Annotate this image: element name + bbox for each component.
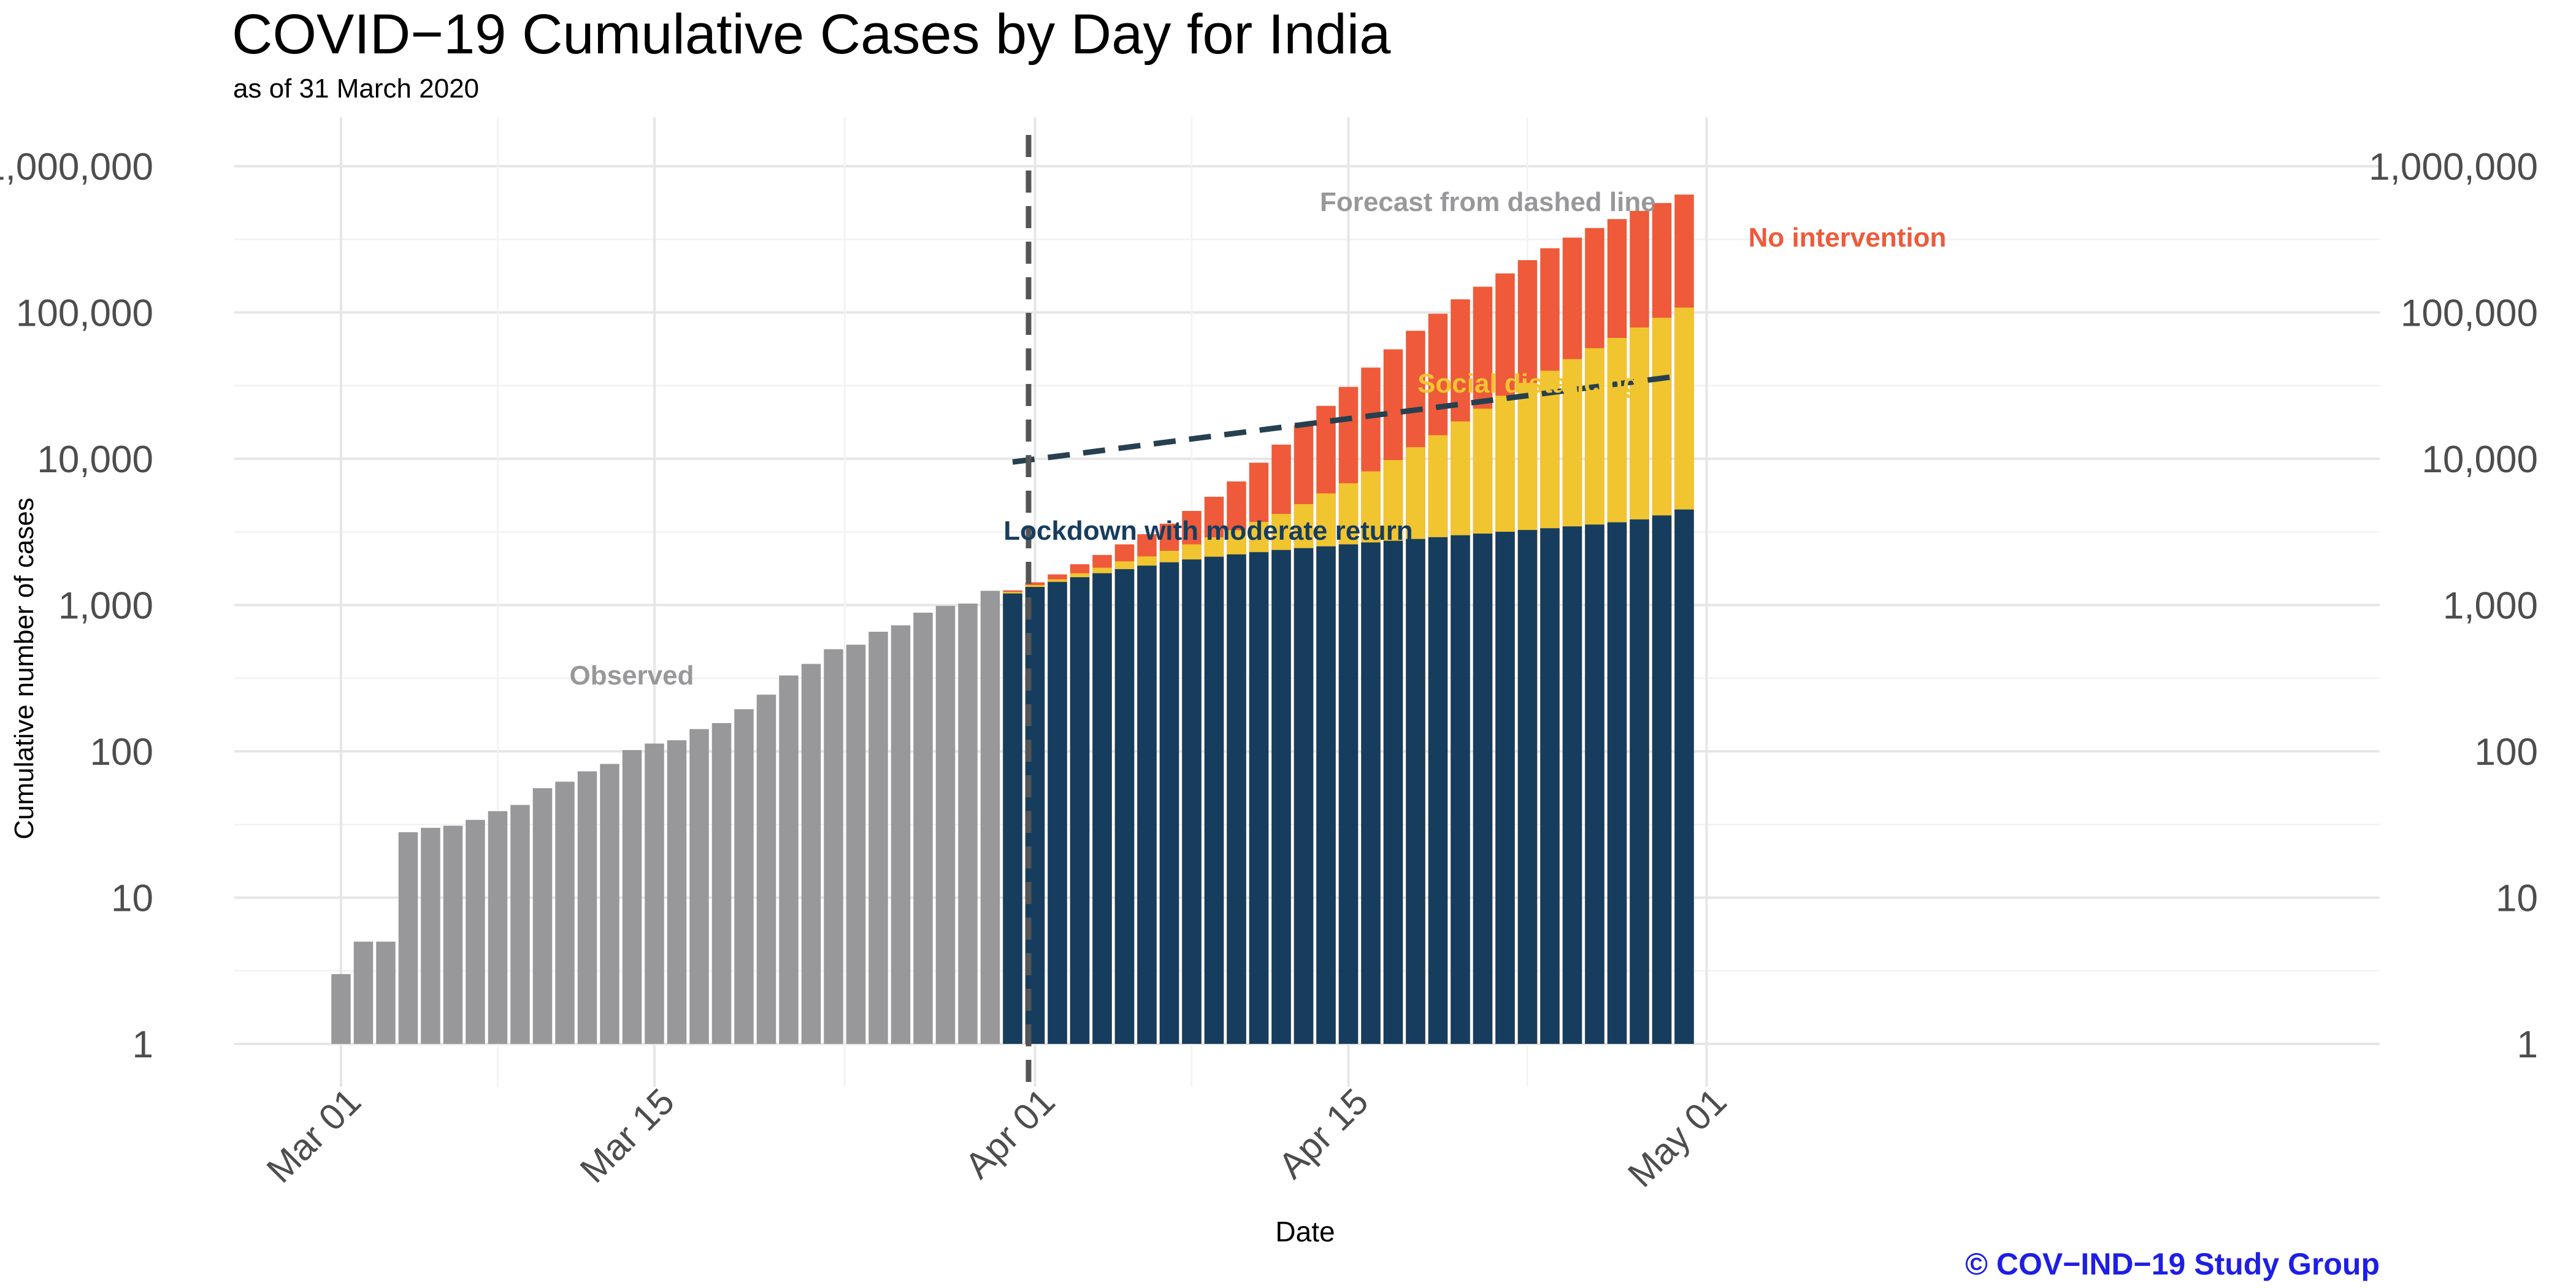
lockdown-bar (1003, 593, 1022, 1044)
lockdown-bar (1316, 546, 1336, 1044)
observed-bar (398, 832, 418, 1044)
y-tick-label: 1,000 (58, 585, 153, 627)
lockdown-bar (1361, 542, 1381, 1044)
annotation-social-distancing: Social distancing (1417, 369, 1639, 399)
observed-bar (980, 591, 1000, 1044)
lockdown-bar (1070, 577, 1090, 1044)
observed-bar (801, 664, 821, 1044)
lockdown-bar (1562, 526, 1582, 1044)
x-axis-title: Date (1275, 1216, 1335, 1248)
observed-bar (376, 941, 396, 1044)
lockdown-bar (1451, 535, 1470, 1044)
x-tick-label: Mar 01 (259, 1081, 369, 1190)
chart-subtitle: as of 31 March 2020 (233, 74, 480, 104)
annotation-forecast: Forecast from dashed line (1320, 187, 1656, 217)
observed-bar (645, 743, 664, 1044)
observed-bar (443, 826, 463, 1044)
x-tick-label: Mar 15 (572, 1081, 682, 1190)
observed-bar (353, 941, 374, 1044)
chart-title: COVID−19 Cumulative Cases by Day for Ind… (232, 3, 1391, 66)
lockdown-bar (1428, 537, 1448, 1044)
observed-bar (935, 605, 956, 1044)
annotation-no-intervention: No intervention (1749, 223, 1947, 253)
lockdown-bar (1159, 562, 1179, 1044)
observed-bar (331, 974, 351, 1044)
lockdown-bar (1137, 565, 1157, 1044)
y-tick-label: 10 (111, 878, 153, 920)
lockdown-bar (1182, 559, 1202, 1044)
lockdown-bar (1227, 554, 1246, 1044)
lockdown-bar (1092, 573, 1112, 1044)
y-tick-label: 1,000,000 (0, 146, 153, 188)
lockdown-bar (1495, 531, 1515, 1044)
lockdown-bar (1294, 548, 1314, 1044)
observed-bar (846, 645, 866, 1044)
y-tick-label-right: 1 (2517, 1024, 2538, 1066)
y-tick-label-right: 10,000 (2421, 439, 2538, 481)
lockdown-bar (1249, 552, 1269, 1044)
y-axis-title: Cumulative number of cases (9, 497, 39, 840)
observed-bar (421, 827, 440, 1044)
observed-bar (466, 819, 485, 1044)
observed-bar (667, 740, 687, 1044)
annotation-lockdown: Lockdown with moderate return (1003, 516, 1413, 546)
observed-bar (711, 723, 732, 1044)
y-tick-label: 1 (132, 1024, 153, 1066)
lockdown-bar (1271, 550, 1291, 1044)
annotations: Observed Forecast from dashed line No in… (570, 187, 1947, 691)
observed-bar (600, 764, 619, 1044)
lockdown-bar (1607, 522, 1627, 1044)
observed-bar (532, 788, 553, 1044)
y-tick-label-right: 1,000,000 (2369, 146, 2538, 188)
observed-bar (868, 632, 888, 1044)
y-tick-label: 100,000 (16, 293, 153, 335)
y-tick-label-right: 100,000 (2401, 293, 2538, 335)
observed-bar (622, 749, 642, 1044)
y-tick-label-right: 100 (2475, 731, 2538, 773)
credit-label: © COV−IND−19 Study Group (1965, 1247, 2380, 1281)
observed-bar (958, 604, 978, 1044)
observed-bar (555, 781, 575, 1044)
annotation-observed: Observed (570, 661, 694, 691)
lockdown-bar (1204, 556, 1224, 1044)
y-tick-label-right: 10 (2496, 878, 2538, 920)
lockdown-bar (1383, 540, 1403, 1044)
lockdown-bar (1048, 581, 1067, 1044)
observed-bar (689, 729, 709, 1044)
lockdown-bar (1114, 569, 1135, 1044)
observed-bar (891, 625, 911, 1044)
lockdown-bar (1517, 530, 1538, 1044)
lines-layer (1012, 135, 1682, 1086)
observed-bar (779, 675, 799, 1044)
lockdown-bar (1540, 528, 1560, 1044)
lockdown-bar (1338, 544, 1359, 1044)
x-tick-label: May 01 (1620, 1081, 1735, 1195)
y-tick-label: 100 (90, 731, 153, 773)
lockdown-bar (1473, 533, 1493, 1044)
lockdown-bar (1652, 515, 1672, 1044)
observed-bar (510, 805, 530, 1044)
lockdown-bar (1585, 524, 1604, 1044)
lockdown-bar (1406, 539, 1425, 1044)
x-tick-label: Apr 01 (957, 1081, 1062, 1186)
observed-bar (488, 811, 508, 1044)
lockdown-bar (1674, 509, 1694, 1044)
lockdown-bar (1630, 519, 1649, 1044)
observed-bar (824, 649, 843, 1044)
x-tick-label: Apr 15 (1270, 1081, 1376, 1186)
observed-bar (756, 694, 776, 1044)
trend-dashed-line (1012, 373, 1682, 465)
observed-bar (913, 612, 933, 1044)
observed-bar (577, 771, 597, 1044)
y-tick-label-right: 1,000 (2443, 585, 2538, 627)
observed-bar (734, 709, 754, 1044)
bars-layer (331, 194, 1694, 1045)
y-tick-label: 10,000 (37, 439, 153, 481)
